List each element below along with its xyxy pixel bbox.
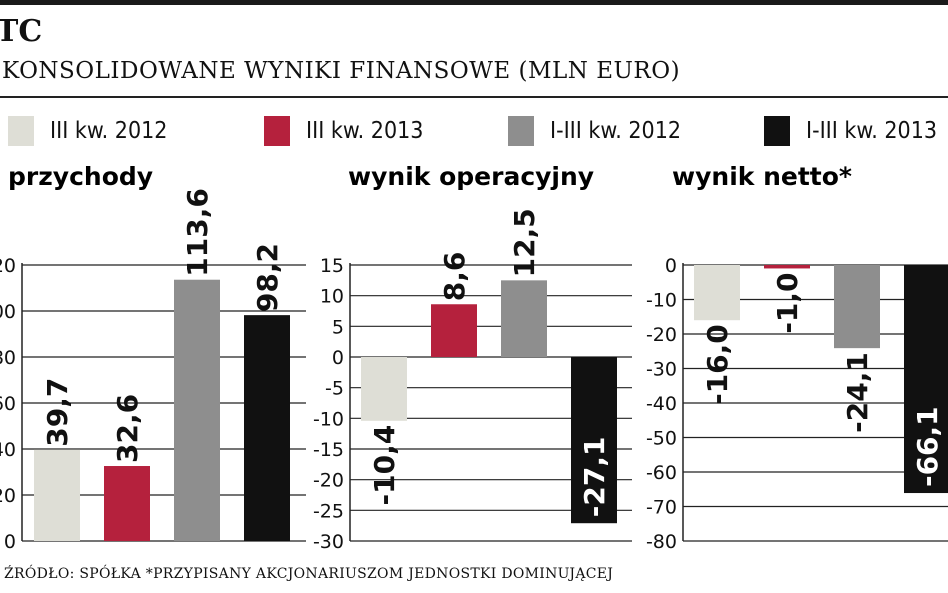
legend-label: III kw. 2012 [50,118,168,144]
y-tick-label: -70 [646,497,677,519]
y-tick-label: 80 [0,347,16,369]
legend-label: I-III kw. 2012 [550,118,682,144]
bar-value-label: 98,2 [251,243,284,312]
y-tick-label: -20 [646,324,677,346]
legend-swatch [264,116,290,146]
bar-value-label: -16,0 [701,324,734,405]
bar [694,265,740,321]
legend-label: I-III kw. 2013 [806,118,938,144]
y-tick-label: -30 [313,531,344,553]
bar-value-label: 12,5 [508,208,541,277]
legend-swatch [508,116,534,146]
chart-subtitle: KONSOLIDOWANE WYNIKI FINANSOWE (MLN EURO… [2,58,681,84]
bar-value-label: 113,6 [181,188,214,277]
y-tick-label: 5 [332,316,344,338]
y-tick-label: 0 [332,347,344,369]
bar [834,265,880,349]
brand-title: TC [0,14,43,49]
y-tick-label: 0 [4,531,16,553]
bar [174,279,220,541]
bar-value-label: 39,7 [41,378,74,447]
bar [361,357,407,421]
y-tick-label: 40 [0,439,16,461]
y-tick-label: 10 [320,286,344,308]
legend-swatch [8,116,34,146]
bar [501,280,547,357]
bar [764,265,810,269]
source-note: ŹRÓDŁO: SPÓŁKA *PRZYPISANY AKCJONARIUSZO… [4,566,614,582]
bar-value-label: -27,1 [578,436,611,517]
bar [34,449,80,541]
y-tick-label: 60 [0,393,16,415]
bar-value-label: -10,4 [368,425,401,506]
y-tick-label: 20 [0,485,16,507]
legend-item-iii-kw-2013: III kw. 2013 [264,116,423,146]
y-tick-label: -10 [313,408,344,430]
bar [244,315,290,541]
y-tick-label: -50 [646,428,677,450]
y-tick-label: -5 [325,378,344,400]
y-tick-label: -15 [313,439,344,461]
panel-title: wynik operacyjny [348,162,594,191]
legend-item-i-iii-kw-2012: I-III kw. 2012 [508,116,681,146]
top-rule [0,0,948,5]
bar-value-label: 32,6 [111,394,144,463]
bar [104,466,150,541]
y-tick-label: -80 [646,531,677,553]
y-tick-label: 120 [0,255,16,277]
y-tick-label: -40 [646,393,677,415]
y-tick-label: 100 [0,301,16,323]
y-tick-label: -20 [313,470,344,492]
legend-item-iii-kw-2012: III kw. 2012 [8,116,167,146]
bar-value-label: 8,6 [438,252,471,302]
bar [571,357,617,524]
y-tick-label: -25 [313,500,344,522]
y-tick-label: -60 [646,462,677,484]
y-tick-label: -10 [646,290,677,312]
panel-title: wynik netto* [672,162,852,191]
bar-value-label: -1,0 [771,272,804,333]
legend-swatch [764,116,790,146]
legend-item-i-iii-kw-2013: I-III kw. 2013 [764,116,937,146]
bar-value-label: -66,1 [911,406,944,487]
y-tick-label: 0 [665,255,677,277]
legend-label: III kw. 2013 [306,118,424,144]
y-tick-label: 15 [320,255,344,277]
bar [431,304,477,357]
bar [904,265,948,494]
header-divider [0,96,948,98]
y-tick-label: -30 [646,359,677,381]
legend: III kw. 2012 III kw. 2013 I-III kw. 2012… [0,116,948,152]
bar-value-label: -24,1 [841,352,874,433]
panel-title: przychody [8,162,153,191]
